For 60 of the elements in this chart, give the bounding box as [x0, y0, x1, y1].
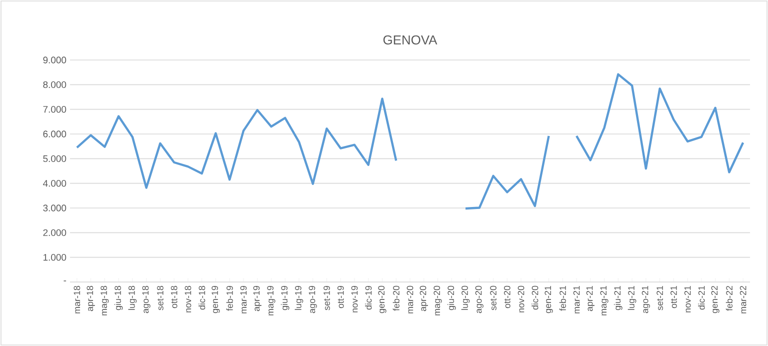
x-tick-label: set-18: [157, 286, 164, 310]
y-tick-label: 3.000: [43, 204, 66, 212]
y-tick-label: -: [64, 280, 66, 282]
x-tick-label: ago-20: [475, 286, 484, 314]
y-tick-label: 9.000: [43, 56, 66, 64]
x-tick-label: ott-20: [504, 286, 510, 308]
x-tick-label: gen-20: [378, 286, 386, 314]
x-tick-label: feb-19: [226, 286, 233, 311]
x-tick-label: gen-19: [212, 286, 220, 314]
x-tick-label: feb-22: [726, 286, 732, 311]
x-tick-label: mar-22: [740, 286, 746, 314]
x-tick-label: apr-21: [586, 286, 594, 312]
x-tick-label: nov-19: [351, 286, 358, 312]
x-tick-label: lug-18: [128, 286, 137, 310]
x-tick-label: ago-19: [308, 286, 317, 314]
x-tick-label: nov-21: [684, 286, 691, 312]
y-tick-label: 6.000: [43, 130, 66, 138]
x-tick-label: dic-20: [532, 286, 538, 310]
x-tick-label: lug-21: [628, 286, 636, 310]
x-tick-label: apr-18: [86, 286, 95, 312]
x-tick-label: giu-19: [280, 286, 290, 310]
x-tick-label: lug-19: [294, 286, 304, 310]
y-tick-label: 1.000: [44, 254, 66, 261]
x-tick-label: gen-21: [544, 286, 553, 314]
x-tick-label: ott-18: [170, 286, 178, 308]
x-tick-label: mar-21: [573, 286, 580, 314]
x-tick-label: nov-20: [518, 286, 524, 312]
x-tick-label: mar-18: [74, 286, 80, 314]
x-tick-label: set-20: [490, 286, 496, 310]
x-tick-label: feb-21: [559, 286, 566, 311]
x-tick-label: mar-19: [240, 286, 247, 314]
x-tick-label: dic-18: [198, 286, 206, 310]
x-tick-label: ago-18: [142, 286, 150, 314]
y-tick-label: 7.000: [43, 106, 66, 113]
x-tick-label: apr-19: [253, 286, 262, 312]
x-tick-label: mag-19: [267, 286, 276, 316]
x-tick-label: giu-21: [614, 286, 622, 310]
x-tick-label: mar-20: [406, 286, 414, 314]
x-tick-label: set-21: [656, 286, 663, 310]
y-tick-label: 5.000: [43, 155, 66, 162]
x-tick-label: dic-21: [698, 286, 705, 310]
x-tick-label: ott-21: [670, 286, 677, 308]
x-tick-label: giu-18: [114, 286, 123, 310]
y-tick-label: 2.000: [43, 229, 66, 236]
y-tick-label: 8.000: [43, 81, 66, 88]
x-tick-label: apr-20: [420, 286, 428, 312]
x-tick-label: lug-20: [461, 286, 470, 310]
chart-title: GENOVA: [383, 35, 438, 44]
x-tick-label: giu-20: [447, 286, 456, 310]
x-tick-label: nov-18: [184, 286, 192, 312]
x-tick-label: set-19: [324, 286, 330, 310]
x-tick-label: mag-18: [100, 286, 109, 316]
x-tick-label: feb-20: [392, 286, 400, 311]
x-tick-label: mag-20: [434, 286, 442, 316]
x-tick-label: ago-21: [642, 286, 650, 314]
y-tick-label: 4.000: [43, 180, 66, 187]
x-tick-label: gen-22: [711, 286, 720, 314]
x-tick-label: dic-19: [365, 286, 372, 310]
x-tick-label: mag-21: [600, 286, 608, 316]
x-tick-label: ott-19: [337, 286, 344, 308]
